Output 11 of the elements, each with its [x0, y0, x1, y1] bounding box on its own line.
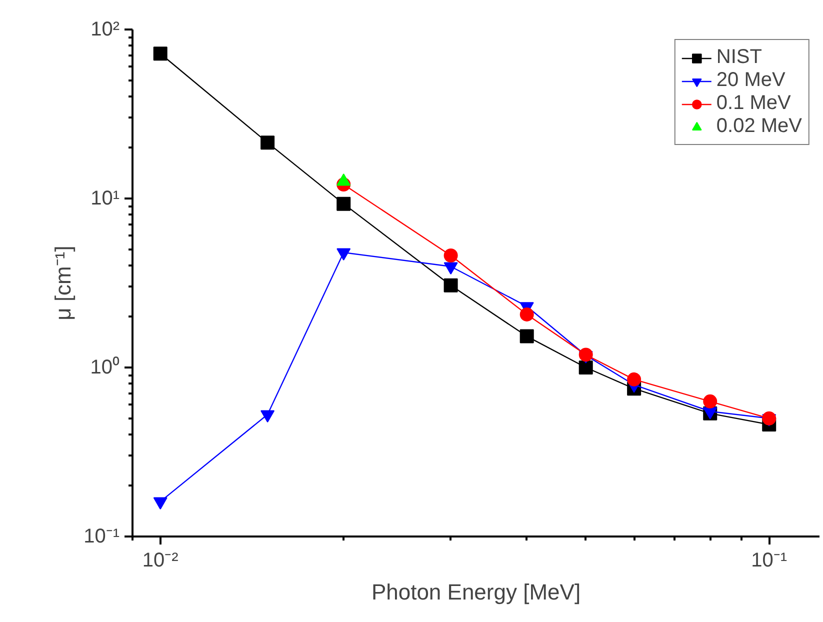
- y-tick-label: 10⁰: [90, 356, 120, 378]
- legend-label: NIST: [716, 46, 762, 69]
- y-axis-title: μ [cm⁻¹]: [50, 246, 76, 320]
- y-tick-label: 10²: [90, 18, 120, 40]
- legend-label: 20 MeV: [716, 69, 786, 92]
- x-tick-label: 10⁻²: [142, 550, 179, 572]
- x-axis-title: Photon Energy [MeV]: [371, 580, 581, 604]
- y-tick-label: 10¹: [90, 188, 120, 210]
- legend-label: 0.02 MeV: [716, 115, 802, 138]
- legend-label: 0.1 MeV: [716, 92, 791, 115]
- y-tick-label: 10⁻¹: [84, 526, 120, 548]
